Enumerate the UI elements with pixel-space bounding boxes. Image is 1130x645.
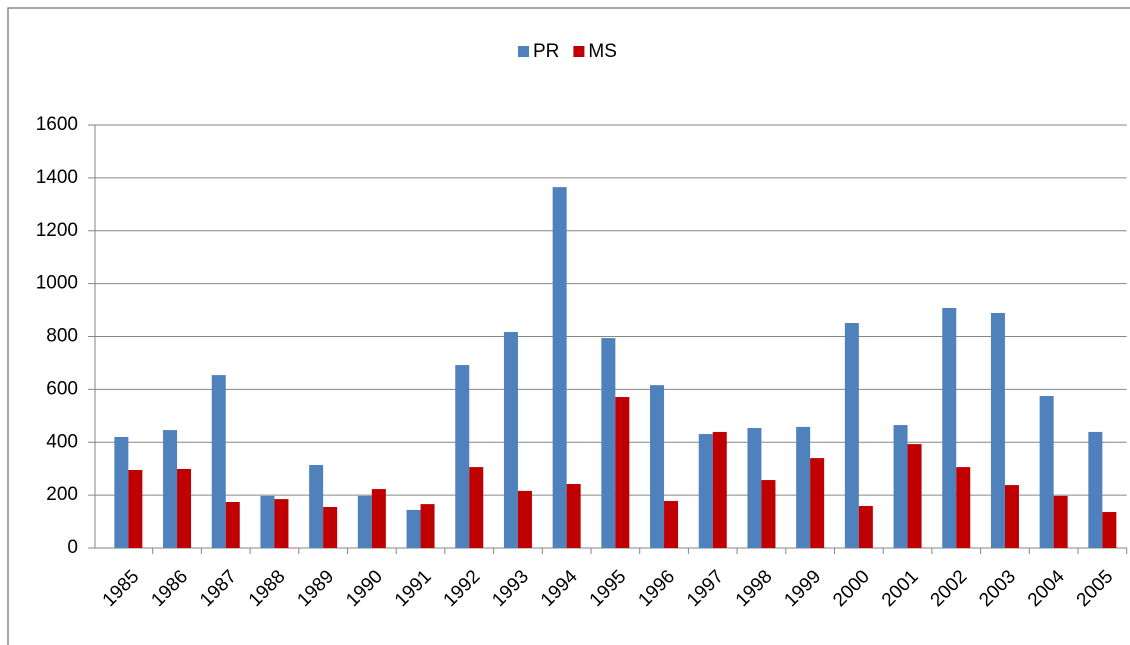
- bar: [942, 307, 957, 548]
- x-tick-label: 2001: [878, 566, 923, 611]
- bar: [698, 434, 713, 548]
- bar: [357, 495, 372, 548]
- bar: [747, 427, 762, 548]
- bar: [552, 187, 567, 549]
- x-tick-label: 2000: [829, 566, 874, 611]
- legend-label: PR: [533, 41, 559, 62]
- x-tick-label: 1989: [293, 566, 338, 611]
- bar: [163, 430, 178, 548]
- y-tick-label: 1000: [36, 273, 78, 294]
- bar: [455, 365, 470, 548]
- x-tick-label: 1991: [391, 566, 436, 611]
- bar: [858, 505, 873, 548]
- bar: [406, 509, 421, 548]
- x-tick-label: 1985: [99, 566, 144, 611]
- y-tick-label: 1600: [36, 114, 78, 135]
- y-tick-label: 800: [46, 326, 78, 347]
- y-tick-label: 1400: [36, 167, 78, 188]
- x-tick-label: 2003: [975, 566, 1020, 611]
- y-tick-label: 1200: [36, 220, 78, 241]
- x-tick-label: 1999: [780, 566, 825, 611]
- bar: [956, 467, 971, 548]
- bar: [309, 464, 324, 548]
- x-tick-label: 2002: [927, 566, 972, 611]
- bar: [1053, 495, 1068, 548]
- bar: [601, 338, 616, 548]
- bar: [664, 500, 679, 548]
- bar: [907, 444, 922, 548]
- x-tick-label: 1988: [245, 566, 290, 611]
- bar: [469, 467, 484, 548]
- bar: [517, 490, 532, 548]
- bar: [615, 397, 630, 548]
- bar: [177, 468, 192, 548]
- bar: [844, 323, 859, 548]
- bar: [650, 385, 665, 548]
- bar: [990, 312, 1005, 548]
- bar: [420, 504, 435, 548]
- x-tick-label: 1995: [586, 566, 631, 611]
- x-tick-label: 1987: [196, 566, 241, 611]
- legend-label: MS: [588, 41, 617, 62]
- bar: [1088, 431, 1103, 548]
- x-tick-label: 2004: [1024, 566, 1069, 611]
- x-tick-label: 1990: [342, 566, 387, 611]
- bar: [260, 495, 275, 548]
- bar: [810, 458, 825, 548]
- bar: [225, 501, 240, 548]
- x-tick-label: 1996: [634, 566, 679, 611]
- bar: [1004, 485, 1019, 548]
- bar: [128, 470, 143, 548]
- bar: [274, 499, 289, 548]
- chart-frame: [7, 7, 1130, 645]
- bar: [503, 332, 518, 548]
- bar: [371, 489, 386, 548]
- bar: [323, 507, 338, 548]
- x-tick-label: 1994: [537, 566, 582, 611]
- bar: [796, 426, 811, 548]
- x-tick-label: 1993: [488, 566, 533, 611]
- bar: [1102, 512, 1117, 548]
- bar: [211, 375, 226, 548]
- y-tick-label: 400: [46, 431, 78, 452]
- bar: [1039, 395, 1054, 548]
- bar: [114, 436, 129, 548]
- bar: [712, 431, 727, 548]
- x-tick-label: 1997: [683, 566, 728, 611]
- bar: [566, 484, 581, 548]
- x-tick-label: 1986: [147, 566, 192, 611]
- x-tick-label: 1992: [440, 566, 485, 611]
- y-tick-label: 600: [46, 378, 78, 399]
- y-tick-label: 0: [67, 537, 78, 558]
- legend-swatch: [573, 46, 585, 57]
- legend-swatch: [518, 46, 529, 57]
- bar: [761, 480, 776, 548]
- x-tick-label: 1998: [732, 566, 777, 611]
- y-tick-label: 200: [46, 484, 78, 505]
- x-tick-label: 2005: [1073, 566, 1118, 611]
- bar: [893, 425, 908, 548]
